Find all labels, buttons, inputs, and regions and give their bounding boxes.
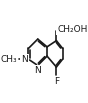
Text: N: N [21, 55, 28, 64]
Text: N: N [34, 66, 41, 75]
Text: CH₃: CH₃ [0, 55, 17, 64]
Text: CH₂OH: CH₂OH [57, 25, 88, 34]
Text: F: F [54, 77, 59, 86]
